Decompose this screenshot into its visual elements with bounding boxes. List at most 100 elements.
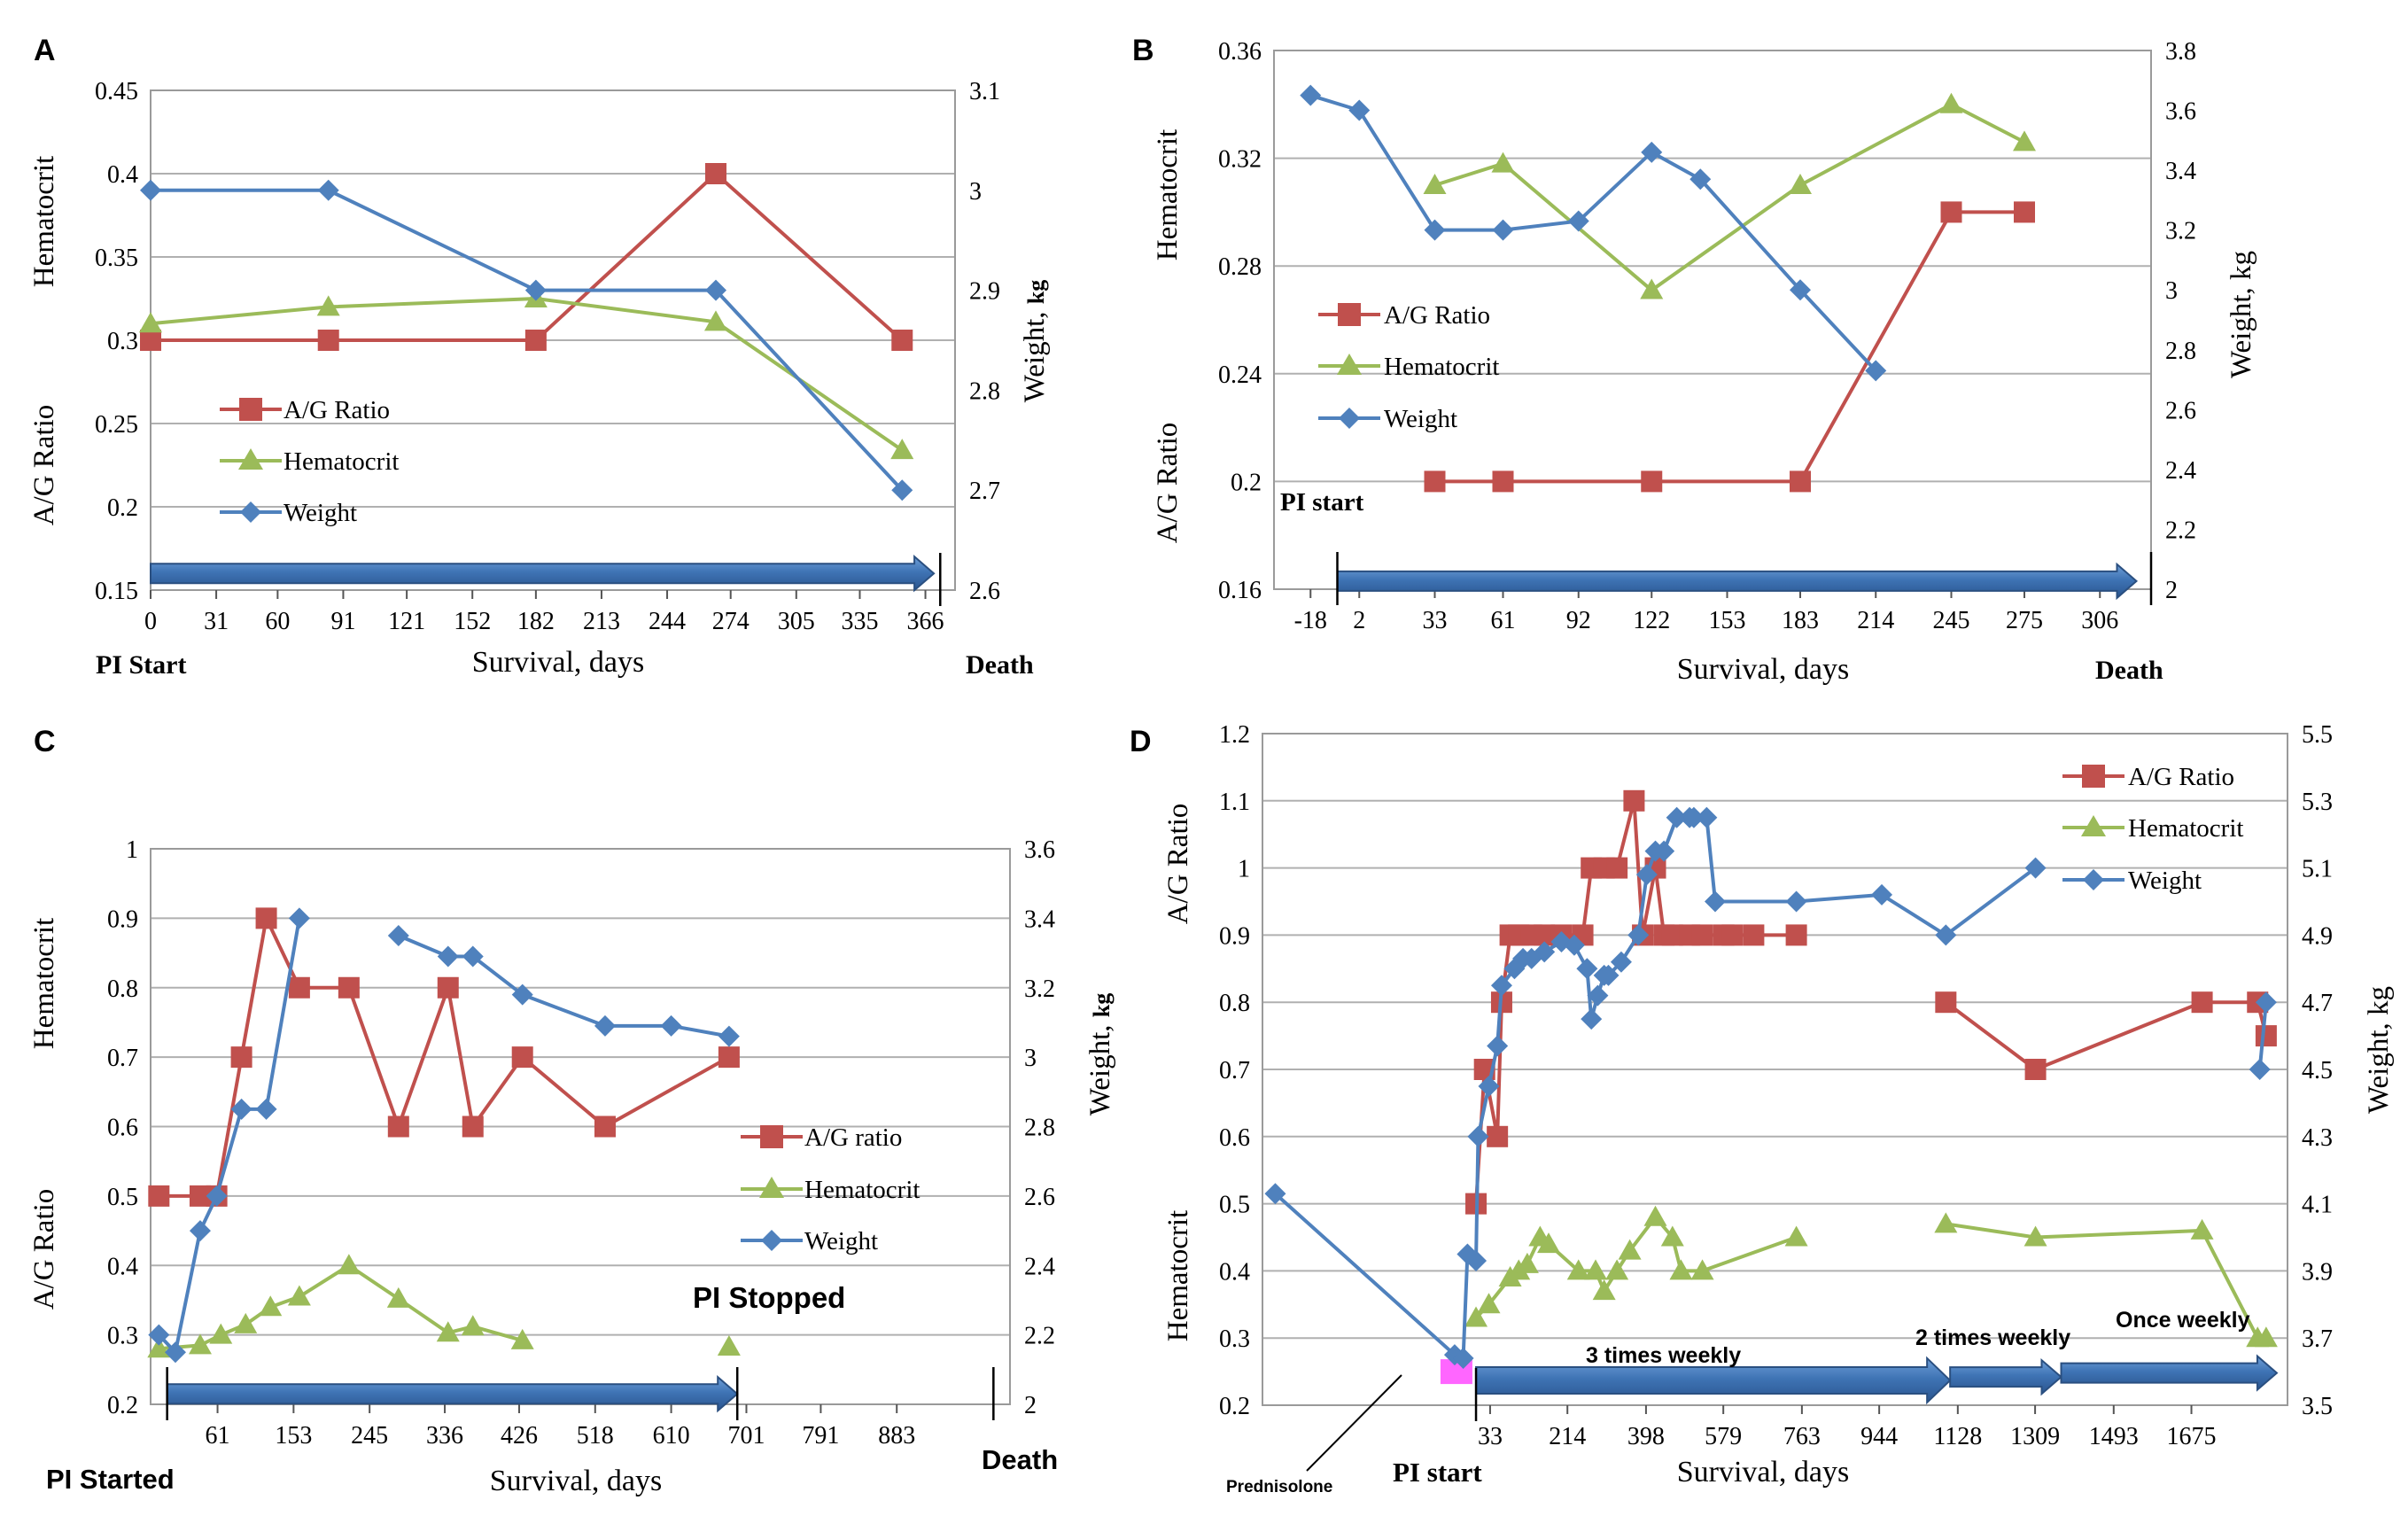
data-point-diamond: [1563, 934, 1585, 956]
x-tick-label: 214: [1857, 607, 1894, 634]
panel-b: B 0.160.20.240.280.320.3622.22.42.62.833…: [1132, 34, 2257, 686]
data-point-diamond: [1790, 279, 1811, 301]
data-point-diamond: [1487, 1035, 1509, 1057]
y-tick-label: 0.24: [1218, 361, 1262, 389]
data-point-diamond: [230, 1098, 252, 1120]
data-point-triangle: [1934, 1212, 1958, 1233]
panel-d-ylabel-right: Weight, kg: [2363, 986, 2395, 1114]
data-point-triangle: [1605, 1259, 1629, 1280]
x-tick-label: 245: [1933, 607, 1970, 634]
y-tick-label: 0.5: [107, 1184, 138, 1211]
y2-tick-label: 2.7: [969, 478, 1000, 505]
legend-item-hct: Hematocrit: [220, 447, 399, 476]
data-point-triangle: [1643, 1205, 1667, 1226]
x-tick-label: 306: [2081, 607, 2118, 634]
data-point-diamond: [1587, 984, 1609, 1007]
data-point-diamond: [1597, 964, 1620, 986]
data-point-diamond: [1424, 219, 1446, 241]
panel-d-xlabel: Survival, days: [1677, 1456, 1850, 1488]
y-tick-label: 0.9: [107, 906, 138, 933]
panel-c-legend: A/G ratio Hematocrit Weight: [741, 1123, 920, 1255]
data-point-diamond: [511, 983, 533, 1006]
panel-b-letter: B: [1132, 34, 1154, 67]
x-tick-label: 1128: [1933, 1423, 1982, 1450]
legend-item-weight: Weight: [220, 499, 357, 527]
data-point-diamond: [1682, 806, 1705, 828]
plot-frame: [1262, 733, 2288, 1406]
panel-d-ylabel-top: A/G Ratio: [1162, 804, 1194, 925]
panel-d-pi-start-label: PI start: [1393, 1457, 1482, 1488]
svg-text:Hematocrit: Hematocrit: [2128, 814, 2243, 843]
data-point-diamond: [462, 945, 484, 968]
panel-c-xlabel: Survival, days: [490, 1465, 663, 1497]
y-tick-label: 0.8: [1219, 990, 1250, 1017]
svg-text:Hematocrit: Hematocrit: [804, 1176, 920, 1204]
y-tick-label: 1.1: [1219, 789, 1250, 816]
y2-tick-label: 5.5: [2302, 721, 2333, 749]
x-tick-label: 1675: [2167, 1423, 2217, 1450]
treatment-arrow: [150, 555, 936, 593]
y2-tick-label: 3.4: [1024, 906, 1055, 933]
panel-d-plot: 0.2 0.3 0.4 0.5 0.6 0.7 0.8 0.9 1 1.1 1.2 3.5 3.7 3.9…: [1219, 721, 2333, 1450]
panel-c-ylabel-bottom: A/G Ratio: [28, 1189, 60, 1310]
data-point-diamond: [2249, 1059, 2271, 1080]
data-point-square: [718, 1046, 740, 1069]
panel-d-letter: D: [1130, 725, 1152, 758]
data-point-square: [1935, 991, 1957, 1014]
y-tick-label: 0.25: [95, 411, 138, 439]
data-point-triangle: [436, 1321, 460, 1342]
x-tick-label: 791: [802, 1422, 839, 1450]
y2-tick-label: 3.4: [2165, 158, 2196, 185]
y-tick-label: 0.8: [107, 975, 138, 1003]
data-point-square: [2014, 201, 2035, 223]
series-line: [1945, 1000, 2268, 1071]
y2-tick-label: 3.2: [2165, 218, 2196, 245]
data-point-triangle: [1566, 1259, 1590, 1280]
legend-item-ag: A/G Ratio: [2062, 763, 2234, 791]
panel-b-xlabel: Survival, days: [1677, 653, 1850, 686]
data-point-diamond: [1465, 1250, 1488, 1272]
data-point-square: [1940, 201, 1962, 223]
series-line: [1434, 210, 2024, 484]
y-tick-label: 0.32: [1218, 146, 1262, 174]
x-tick-label: 33: [1478, 1423, 1503, 1450]
y-tick-label: 0.3: [107, 328, 138, 355]
y2-tick-label: 3.8: [2165, 38, 2196, 66]
x-tick-label: 61: [206, 1422, 230, 1450]
y2-tick-label: 4.3: [2302, 1124, 2333, 1152]
panel-a-ylabel-top: Hematocrit: [28, 156, 60, 287]
data-point-square: [1790, 470, 1811, 493]
treatment-arrow: [166, 1375, 739, 1413]
y2-tick-label: 2.6: [969, 578, 1000, 605]
data-point-triangle: [139, 312, 162, 333]
data-point-triangle: [287, 1285, 311, 1306]
x-tick-label: 153: [275, 1422, 312, 1450]
x-tick-label: 121: [388, 608, 425, 635]
data-point-triangle: [2013, 130, 2036, 152]
y-tick-label: 0.15: [95, 578, 138, 605]
svg-text:Hematocrit: Hematocrit: [284, 447, 399, 476]
panel-a-legend: A/G Ratio Hematocrit Weight: [220, 396, 399, 527]
data-point-square: [255, 907, 277, 929]
y2-tick-label: 2.8: [969, 377, 1000, 405]
data-point-diamond: [1641, 141, 1663, 163]
y-tick-label: 0.35: [95, 245, 138, 272]
y-tick-label: 0.4: [107, 1253, 138, 1280]
data-point-diamond: [1492, 219, 1514, 241]
data-point-square: [2255, 1025, 2277, 1047]
y2-tick-label: 3: [1024, 1045, 1037, 1072]
x-tick-label: 274: [712, 608, 750, 635]
data-point-diamond: [891, 479, 913, 501]
y-tick-label: 0.2: [1231, 469, 1262, 496]
data-point-triangle: [1618, 1239, 1642, 1260]
data-point-diamond: [1610, 951, 1632, 973]
svg-text:A/G ratio: A/G ratio: [804, 1123, 902, 1152]
data-point-diamond: [1490, 975, 1512, 997]
legend-item-ag: A/G ratio: [741, 1123, 902, 1152]
x-tick-label: 883: [878, 1422, 915, 1450]
data-point-triangle: [1784, 1225, 1808, 1247]
svg-text:A/G Ratio: A/G Ratio: [284, 396, 390, 424]
svg-text:Weight: Weight: [284, 499, 357, 527]
legend-item-weight: Weight: [741, 1227, 878, 1255]
